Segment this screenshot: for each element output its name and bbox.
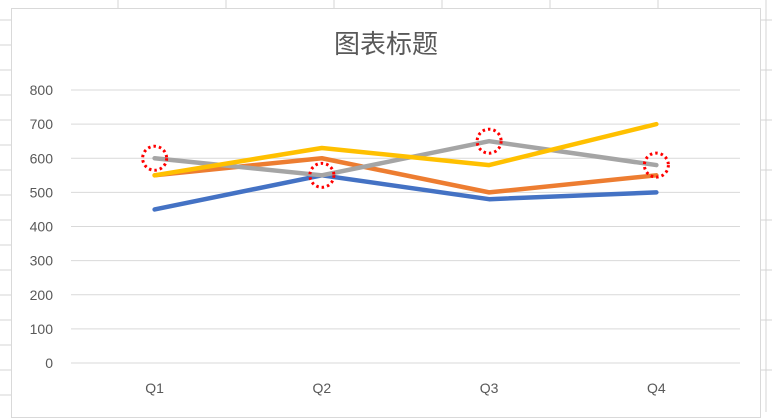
series-lines — [152, 121, 659, 212]
x-tick-label: Q3 — [480, 380, 499, 396]
y-tick-label: 700 — [30, 116, 54, 132]
line-chart: 图表标题 0 100 200 300 400 500 600 700 800 Q1 Q2 Q3 Q4 — [30, 30, 740, 396]
chart-title[interactable]: 图表标题 — [334, 30, 438, 60]
chart-area[interactable]: 图表标题 0 100 200 300 400 500 600 700 800 Q1 Q2 Q3 Q4 — [11, 8, 761, 418]
y-tick-label: 800 — [30, 82, 54, 98]
highlight-markers — [141, 127, 670, 189]
y-tick-label: 600 — [30, 150, 54, 166]
highlight-marker-q4 — [642, 151, 670, 179]
highlight-marker-q3 — [475, 127, 503, 155]
y-tick-label: 200 — [30, 287, 54, 303]
x-axis-tick-labels: Q1 Q2 Q3 Q4 — [145, 380, 666, 396]
highlight-marker-q2 — [308, 161, 336, 189]
highlight-marker-q1 — [141, 144, 169, 172]
y-tick-label: 400 — [30, 219, 54, 235]
y-tick-label: 100 — [30, 321, 54, 337]
y-tick-label: 500 — [30, 184, 54, 200]
y-tick-label: 300 — [30, 253, 54, 269]
x-tick-label: Q2 — [313, 380, 332, 396]
x-tick-label: Q1 — [145, 380, 164, 396]
y-axis-tick-labels: 0 100 200 300 400 500 600 700 800 — [30, 82, 54, 371]
series-line-4[interactable] — [152, 121, 659, 178]
x-tick-label: Q4 — [647, 380, 666, 396]
series-line-1[interactable] — [152, 173, 659, 212]
y-tick-label: 0 — [45, 355, 53, 371]
gridlines — [71, 89, 740, 364]
